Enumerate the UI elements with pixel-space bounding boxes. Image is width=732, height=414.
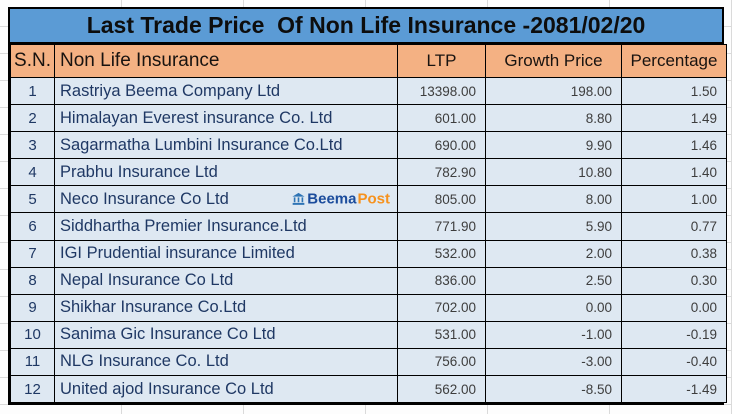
cell-growth: 0.00	[485, 293, 622, 322]
building-icon	[292, 193, 305, 206]
cell-ltp: 782.90	[397, 158, 486, 187]
cell-sn: 4	[10, 158, 55, 187]
cell-growth: 8.00	[485, 185, 622, 214]
page-title: Last Trade Price Of Non Life Insurance -…	[86, 12, 646, 38]
table-row: 2 Himalayan Everest insurance Co. Ltd 60…	[10, 104, 727, 133]
cell-ltp: 805.00	[397, 185, 486, 214]
cell-growth: 8.80	[485, 104, 622, 133]
table-row: 5 Neco Insurance Co Ltd	[10, 185, 727, 214]
cell-ltp: 562.00	[397, 375, 486, 404]
cell-ltp: 836.00	[397, 266, 486, 295]
table-row: 11 NLG Insurance Co. Ltd 756.00 -3.00 -0…	[10, 347, 727, 377]
beemapost-text-post: Post	[357, 190, 390, 208]
company-name: IGI Prudential insurance Limited	[60, 244, 295, 263]
cell-sn: 11	[10, 347, 55, 377]
column-header-ltp: LTP	[397, 44, 486, 78]
cell-sn: 5	[10, 185, 55, 214]
cell-name: NLG Insurance Co. Ltd	[54, 347, 398, 377]
cell-ltp: 13398.00	[397, 76, 486, 106]
cell-sn: 10	[10, 320, 55, 349]
cell-percentage: -1.49	[621, 375, 727, 404]
cell-percentage: 1.50	[621, 76, 727, 106]
cell-percentage: 1.46	[621, 131, 727, 160]
company-name: Prabhu Insurance Ltd	[60, 162, 218, 181]
cell-name: Shikhar Insurance Co.Ltd	[54, 293, 398, 322]
cell-percentage: 1.40	[621, 158, 727, 187]
price-table: S.N. Non Life Insurance LTP Growth Price…	[10, 44, 727, 404]
table-row: 12 United ajod Insurance Co Ltd 562.00 -…	[10, 375, 727, 404]
column-header-sn: S.N.	[10, 44, 55, 78]
cell-ltp: 702.00	[397, 293, 486, 322]
cell-sn: 9	[10, 293, 55, 322]
company-name: United ajod Insurance Co Ltd	[60, 379, 274, 398]
table-row: 7 IGI Prudential insurance Limited 532.0…	[10, 239, 727, 268]
cell-name: Nepal Insurance Co Ltd	[54, 266, 398, 295]
cell-ltp: 756.00	[397, 347, 486, 377]
cell-ltp: 601.00	[397, 104, 486, 133]
header-row: S.N. Non Life Insurance LTP Growth Price…	[10, 44, 727, 78]
table-row: 4 Prabhu Insurance Ltd 782.90 10.80 1.40	[10, 158, 727, 187]
beemapost-text-beema: Beema	[307, 190, 357, 208]
cell-name: Prabhu Insurance Ltd	[54, 158, 398, 187]
cell-percentage: 0.77	[621, 212, 727, 241]
table-row: 3 Sagarmatha Lumbini Insurance Co.Ltd 69…	[10, 131, 727, 160]
cell-growth: 5.90	[485, 212, 622, 241]
cell-growth: 9.90	[485, 131, 622, 160]
cell-percentage: 0.30	[621, 266, 727, 295]
cell-growth: -3.00	[485, 347, 622, 377]
table-row: 10 Sanima Gic Insurance Co Ltd 531.00 -1…	[10, 320, 727, 349]
table-body: 1 Rastriya Beema Company Ltd 13398.00 19…	[10, 76, 727, 404]
cell-sn: 2	[10, 104, 55, 133]
title-bar: Last Trade Price Of Non Life Insurance -…	[10, 9, 722, 44]
cell-ltp: 771.90	[397, 212, 486, 241]
cell-name: Rastriya Beema Company Ltd	[54, 76, 398, 106]
cell-percentage: 0.00	[621, 293, 727, 322]
beemapost-logo: Beema Post	[292, 192, 390, 207]
cell-growth: 198.00	[485, 76, 622, 106]
cell-sn: 1	[10, 76, 55, 106]
cell-percentage: 1.49	[621, 104, 727, 133]
cell-ltp: 690.00	[397, 131, 486, 160]
cell-name: Sagarmatha Lumbini Insurance Co.Ltd	[54, 131, 398, 160]
cell-percentage: -0.40	[621, 347, 727, 377]
column-header-growth: Growth Price	[485, 44, 622, 78]
cell-name: Himalayan Everest insurance Co. Ltd	[54, 104, 398, 133]
price-table-sheet: Last Trade Price Of Non Life Insurance -…	[8, 7, 727, 406]
cell-name: Sanima Gic Insurance Co Ltd	[54, 320, 398, 349]
cell-growth: 2.00	[485, 239, 622, 268]
company-name: Neco Insurance Co Ltd	[60, 189, 229, 208]
cell-growth: -1.00	[485, 320, 622, 349]
company-name: Nepal Insurance Co Ltd	[60, 271, 234, 290]
company-name: NLG Insurance Co. Ltd	[60, 352, 229, 371]
company-name: Rastriya Beema Company Ltd	[60, 81, 281, 100]
cell-name: IGI Prudential insurance Limited	[54, 239, 398, 268]
cell-name: Siddhartha Premier Insurance.Ltd	[54, 212, 398, 241]
cell-sn: 8	[10, 266, 55, 295]
cell-growth: 2.50	[485, 266, 622, 295]
cell-name: United ajod Insurance Co Ltd	[54, 375, 398, 404]
table-row: 9 Shikhar Insurance Co.Ltd 702.00 0.00 0…	[10, 293, 727, 322]
company-name: Sanima Gic Insurance Co Ltd	[60, 325, 276, 344]
column-header-name: Non Life Insurance	[54, 44, 398, 78]
cell-sn: 12	[10, 375, 55, 404]
cell-percentage: 1.00	[621, 185, 727, 214]
table-row: 6 Siddhartha Premier Insurance.Ltd 771.9…	[10, 212, 727, 241]
cell-name: Neco Insurance Co Ltd Beema	[54, 185, 398, 214]
cell-ltp: 531.00	[397, 320, 486, 349]
cell-growth: -8.50	[485, 375, 622, 404]
cell-sn: 3	[10, 131, 55, 160]
company-name: Himalayan Everest insurance Co. Ltd	[60, 108, 333, 127]
column-header-percentage: Percentage	[621, 44, 727, 78]
company-name: Sagarmatha Lumbini Insurance Co.Ltd	[60, 135, 343, 154]
table-row: 1 Rastriya Beema Company Ltd 13398.00 19…	[10, 76, 727, 106]
cell-percentage: 0.38	[621, 239, 727, 268]
cell-ltp: 532.00	[397, 239, 486, 268]
company-name: Shikhar Insurance Co.Ltd	[60, 298, 247, 317]
cell-sn: 6	[10, 212, 55, 241]
cell-growth: 10.80	[485, 158, 622, 187]
cell-percentage: -0.19	[621, 320, 727, 349]
cell-sn: 7	[10, 239, 55, 268]
company-name: Siddhartha Premier Insurance.Ltd	[60, 217, 307, 236]
table-row: 8 Nepal Insurance Co Ltd 836.00 2.50 0.3…	[10, 266, 727, 295]
